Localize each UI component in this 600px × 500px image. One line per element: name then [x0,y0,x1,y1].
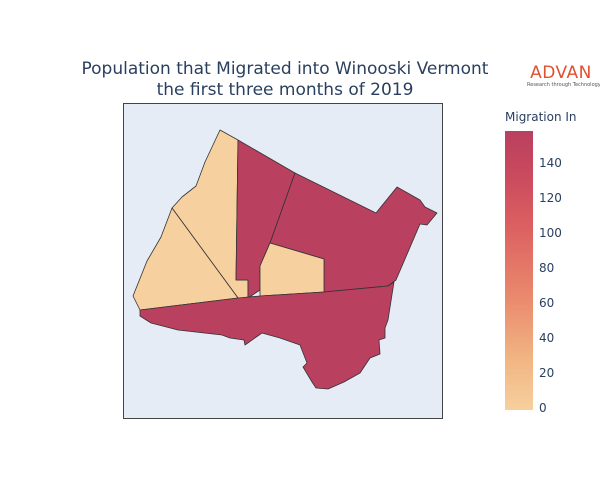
colorbar [505,131,533,410]
brand-name: ADVAN [530,63,592,83]
region-south[interactable] [139,281,395,390]
colorbar-tick: 20 [539,366,555,380]
map-area[interactable] [123,103,443,419]
colorbar-tick: 120 [539,191,562,205]
brand-tagline: Research through Technology [527,82,600,88]
colorbar-tick: 40 [539,331,555,345]
chart-title: Population that Migrated into Winooski V… [60,59,510,101]
colorbar-tick: 60 [539,296,555,310]
colorbar-tick: 140 [539,156,562,170]
brand-logo: ADVAN Research through Technology [527,63,600,88]
colorbar-title: Migration In [505,110,577,124]
colorbar-tick: 80 [539,261,555,275]
chart-title-line-2: the first three months of 2019 [156,80,414,100]
chart-title-line-1: Population that Migrated into Winooski V… [81,59,489,79]
colorbar-tick: 100 [539,226,562,240]
colorbar-tick: 0 [539,401,547,415]
map-svg [132,129,438,390]
